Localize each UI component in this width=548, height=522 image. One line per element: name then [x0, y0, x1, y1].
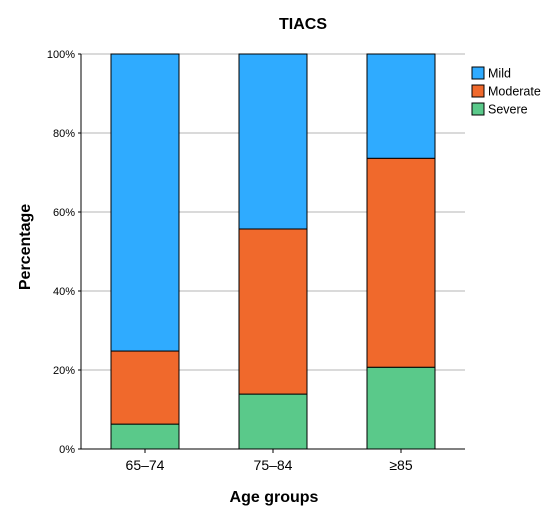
bar-mild-1 — [238, 53, 308, 230]
y-tick-labels: 0% 20% 40% 60% 80% 100% — [47, 49, 81, 456]
bar-severe-1 — [238, 393, 308, 450]
y-tick-label: 80% — [53, 128, 75, 140]
bar-mild-2 — [366, 53, 436, 159]
x-category-label: 75–84 — [254, 457, 293, 473]
bars — [110, 53, 436, 450]
legend-label-severe: Severe — [488, 103, 528, 117]
bar-moderate-1 — [238, 228, 308, 395]
bar-severe-0 — [110, 423, 180, 450]
chart-title: TIACS — [279, 16, 327, 33]
x-category-labels: 65–74 75–84 ≥85 — [126, 449, 413, 473]
x-axis-title: Age groups — [230, 489, 319, 506]
y-tick-label: 40% — [53, 286, 75, 298]
x-category-label: 65–74 — [126, 457, 165, 473]
y-tick-label: 60% — [53, 207, 75, 219]
bar-mild-0 — [110, 53, 180, 352]
legend-label-mild: Mild — [488, 67, 511, 81]
legend-swatch-moderate — [471, 84, 485, 98]
bar-moderate-0 — [110, 350, 180, 425]
y-axis-title: Percentage — [17, 204, 34, 290]
bar-moderate-2 — [366, 157, 436, 368]
legend-swatch-severe — [471, 102, 485, 116]
y-tick-label: 100% — [47, 49, 75, 61]
bar-severe-2 — [366, 366, 436, 450]
y-tick-label: 20% — [53, 365, 75, 377]
legend: Mild Moderate Severe — [471, 66, 541, 117]
y-tick-label: 0% — [59, 444, 75, 456]
x-category-label: ≥85 — [389, 457, 412, 473]
legend-swatch-mild — [471, 66, 485, 80]
legend-label-moderate: Moderate — [488, 85, 541, 99]
